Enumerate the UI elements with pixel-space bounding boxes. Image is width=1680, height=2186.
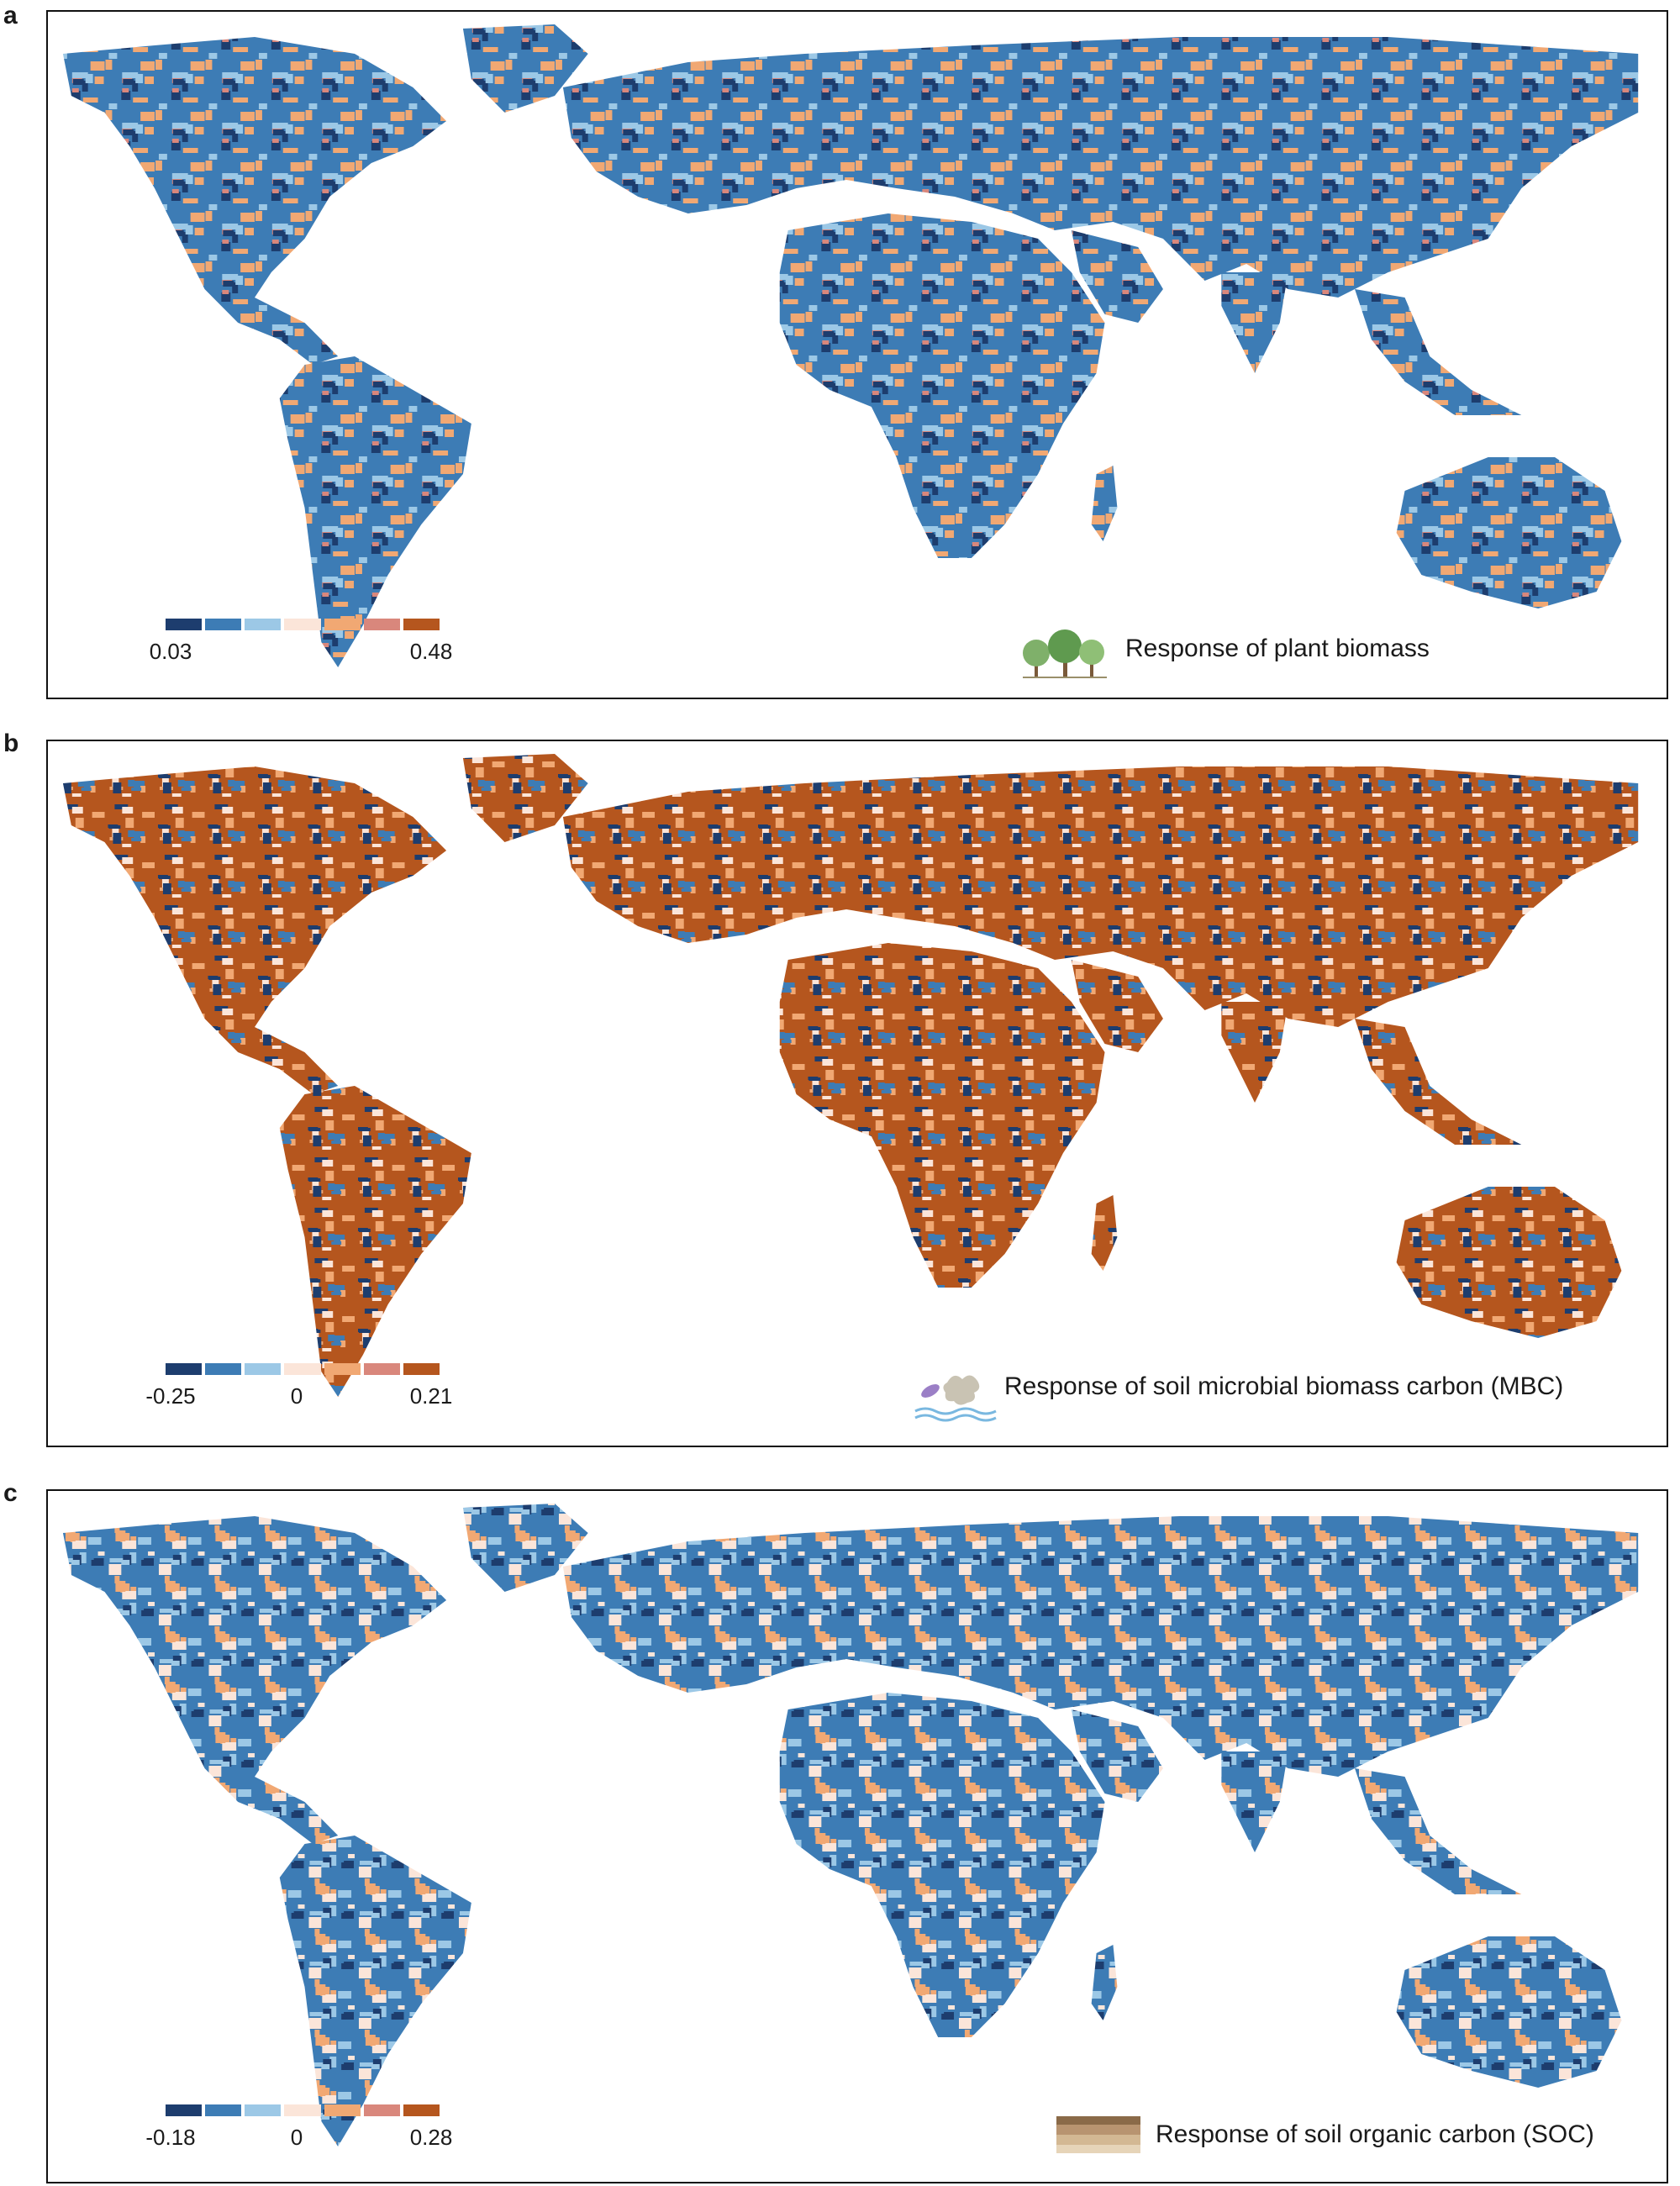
legend-color-bar [166, 1363, 440, 1375]
australia-landmass [1396, 457, 1622, 608]
legend-max-label: 0.48 [409, 639, 453, 664]
legend-color-swatch [403, 1363, 440, 1375]
legend-color-swatch [284, 619, 321, 630]
south-america-landmass [279, 356, 471, 667]
north-america-landmass [62, 1516, 447, 1844]
india-landmass [1221, 272, 1288, 373]
india-landmass [1221, 1002, 1288, 1103]
north-america-landmass [62, 766, 447, 1094]
greenland-landmass [462, 24, 588, 113]
legend-color-swatch [363, 2104, 400, 2116]
southeast-asia-landmass [1355, 1768, 1522, 1894]
legend-color-swatch [284, 2104, 321, 2116]
europe-asia-landmass [562, 1516, 1639, 1777]
legend-color-swatch [166, 619, 203, 630]
legend-min-label: 0.03 [149, 639, 192, 664]
legend-max-label: 0.21 [409, 1383, 453, 1409]
arabia-landmass [1071, 1709, 1163, 1802]
southeast-asia-landmass [1355, 1019, 1522, 1145]
south-america-landmass [279, 1836, 471, 2146]
legend-color-swatch [205, 619, 242, 630]
south-america-landmass [279, 1086, 471, 1397]
soil-layers-icon [1056, 2116, 1140, 2157]
panel-caption: Response of soil organic carbon (SOC) [1156, 2120, 1594, 2148]
europe-asia-landmass [562, 37, 1639, 298]
panel-a-letter: a [3, 2, 18, 29]
madagascar-landmass [1091, 466, 1118, 541]
australia-landmass [1396, 1936, 1622, 2088]
tree-icon [1023, 629, 1107, 684]
panel-caption: Response of soil microbial biomass carbo… [1004, 1372, 1564, 1400]
greenland-landmass [462, 754, 588, 842]
legend-color-swatch [324, 619, 361, 630]
legend-color-swatch [403, 2104, 440, 2116]
panel-b-map: -0.25 0 0.21 Response of soil microbial … [46, 740, 1668, 1447]
legend-color-swatch [245, 619, 282, 630]
africa-landmass [779, 1693, 1105, 2037]
panel-c-letter: c [3, 1479, 18, 1507]
panel-caption: Response of plant biomass [1125, 635, 1430, 662]
north-america-landmass [62, 37, 447, 365]
panel-b-letter: b [3, 730, 19, 757]
legend-color-swatch [403, 619, 440, 630]
legend-color-bar [166, 2104, 440, 2116]
legend-color-swatch [284, 1363, 321, 1375]
legend-color-swatch [245, 2104, 282, 2116]
greenland-landmass [462, 1504, 588, 1592]
madagascar-landmass [1091, 1195, 1118, 1271]
legend-mid-label: 0 [290, 1383, 303, 1409]
legend-max-label: 0.28 [409, 2125, 453, 2150]
microbe-icon [914, 1359, 998, 1430]
panel-a-map: 0.03 0.48 Response of plant biomass [46, 10, 1668, 699]
legend-color-swatch [205, 2104, 242, 2116]
europe-asia-landmass [562, 766, 1639, 1027]
australia-landmass [1396, 1187, 1622, 1338]
southeast-asia-landmass [1355, 289, 1522, 415]
world-map [62, 754, 1639, 1397]
arabia-landmass [1071, 960, 1163, 1052]
arabia-landmass [1071, 230, 1163, 323]
legend-color-swatch [324, 1363, 361, 1375]
legend-color-swatch [363, 619, 400, 630]
legend-mid-label: 0 [290, 2125, 303, 2150]
legend-color-swatch [245, 1363, 282, 1375]
madagascar-landmass [1091, 1945, 1118, 2020]
world-map [62, 24, 1639, 667]
india-landmass [1221, 1751, 1288, 1852]
legend-min-label: -0.18 [145, 2125, 196, 2150]
legend-color-swatch [363, 1363, 400, 1375]
legend-color-bar [166, 619, 440, 630]
legend-color-swatch [166, 2104, 203, 2116]
africa-landmass [779, 943, 1105, 1288]
panel-c-map: -0.18 0 0.28 Response of soil organic ca… [46, 1489, 1668, 2183]
legend-color-swatch [205, 1363, 242, 1375]
legend-color-swatch [324, 2104, 361, 2116]
africa-landmass [779, 213, 1105, 558]
world-map [62, 1504, 1639, 2146]
legend-color-swatch [166, 1363, 203, 1375]
legend-min-label: -0.25 [145, 1383, 196, 1409]
